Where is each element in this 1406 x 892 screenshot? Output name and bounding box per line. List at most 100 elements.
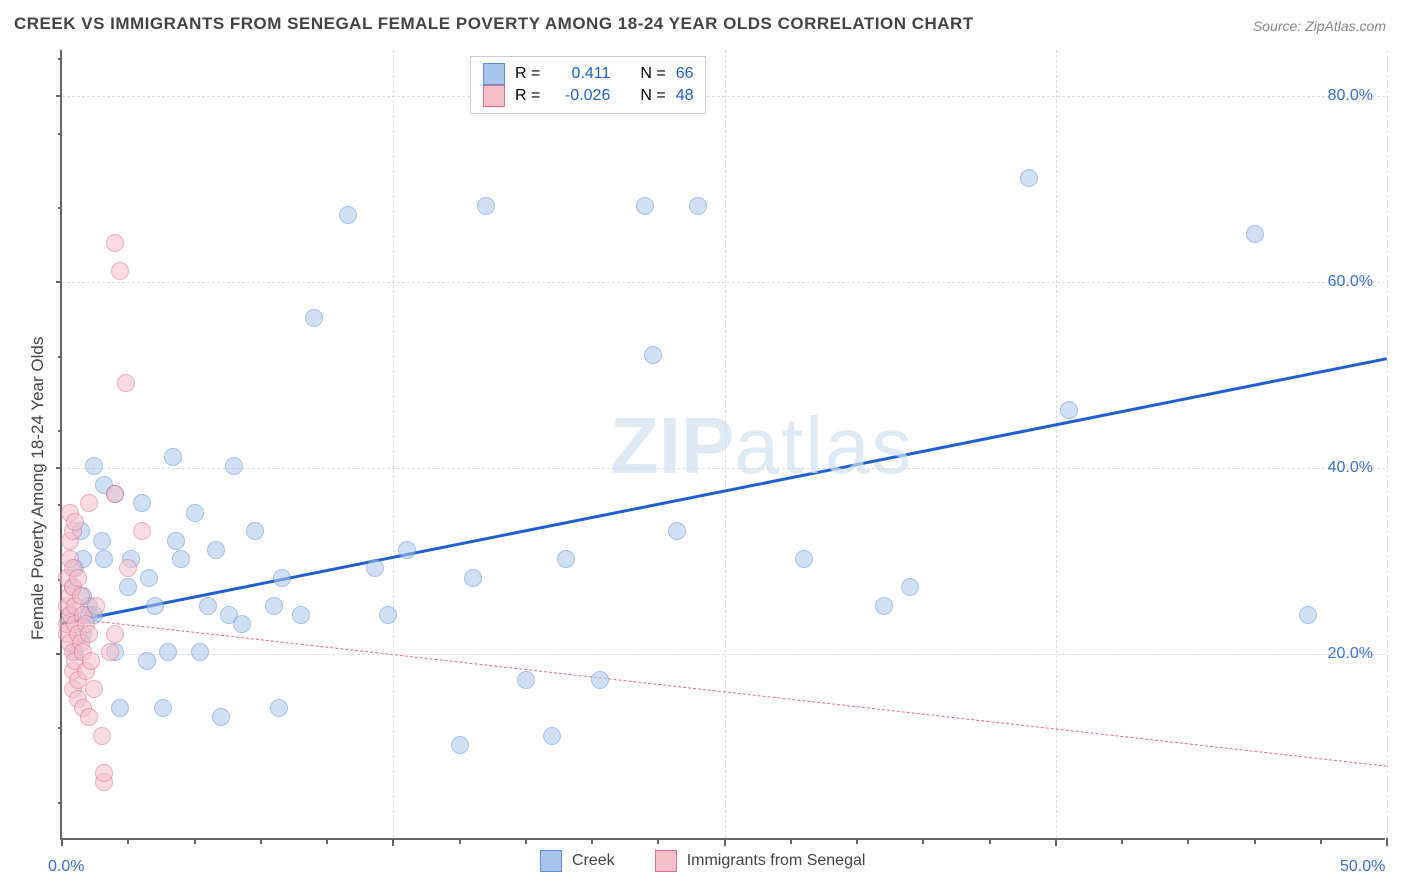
x-tick-mark-minor bbox=[1254, 838, 1256, 844]
scatter-point bbox=[212, 708, 230, 726]
scatter-point bbox=[233, 615, 251, 633]
scatter-point bbox=[305, 309, 323, 327]
stats-n-value-creek: 66 bbox=[676, 65, 694, 83]
gridline-h bbox=[62, 468, 1385, 469]
stats-r-value-creek: 0.411 bbox=[550, 65, 610, 83]
stats-r-value-senegal: -0.026 bbox=[550, 87, 610, 105]
x-tick-mark bbox=[1386, 838, 1388, 846]
scatter-point bbox=[795, 550, 813, 568]
bottom-legend-label-senegal: Immigrants from Senegal bbox=[687, 852, 866, 870]
legend-swatch-creek bbox=[483, 63, 505, 85]
scatter-point bbox=[93, 532, 111, 550]
scatter-point bbox=[106, 625, 124, 643]
bottom-legend-label-creek: Creek bbox=[572, 852, 615, 870]
x-tick-mark bbox=[724, 838, 726, 846]
scatter-point bbox=[875, 597, 893, 615]
scatter-point bbox=[543, 727, 561, 745]
scatter-point bbox=[225, 457, 243, 475]
scatter-point bbox=[199, 597, 217, 615]
scatter-point bbox=[95, 550, 113, 568]
scatter-point bbox=[464, 569, 482, 587]
bottom-swatch-senegal bbox=[655, 850, 677, 872]
scatter-point bbox=[689, 197, 707, 215]
x-tick-mark-minor bbox=[790, 838, 792, 844]
scatter-point bbox=[93, 727, 111, 745]
bottom-swatch-creek bbox=[540, 850, 562, 872]
gridline-v bbox=[725, 50, 726, 838]
y-tick-label: 80.0% bbox=[1328, 87, 1373, 105]
scatter-point bbox=[366, 559, 384, 577]
scatter-point bbox=[140, 569, 158, 587]
stats-legend-row: R = 0.411 N = 66 bbox=[483, 63, 693, 85]
y-tick-mark bbox=[56, 95, 62, 97]
x-tick-mark-minor bbox=[127, 838, 129, 844]
scatter-point bbox=[246, 522, 264, 540]
scatter-point bbox=[1020, 169, 1038, 187]
y-tick-label: 40.0% bbox=[1328, 459, 1373, 477]
x-axis-min-label: 0.0% bbox=[48, 858, 84, 876]
x-axis-max-label: 50.0% bbox=[1340, 858, 1385, 876]
stats-n-value-senegal: 48 bbox=[676, 87, 694, 105]
scatter-point bbox=[119, 559, 137, 577]
gridline-h bbox=[62, 654, 1385, 655]
x-tick-mark-minor bbox=[856, 838, 858, 844]
y-tick-mark bbox=[56, 281, 62, 283]
scatter-point bbox=[159, 643, 177, 661]
scatter-point bbox=[80, 494, 98, 512]
y-tick-mark-minor bbox=[58, 58, 62, 60]
y-axis-title: Female Poverty Among 18-24 Year Olds bbox=[28, 337, 48, 640]
scatter-point bbox=[164, 448, 182, 466]
stats-r-label: R = bbox=[515, 65, 540, 83]
scatter-point bbox=[477, 197, 495, 215]
scatter-point bbox=[133, 522, 151, 540]
y-tick-mark-minor bbox=[58, 802, 62, 804]
bottom-legend: Creek Immigrants from Senegal bbox=[540, 850, 865, 872]
x-tick-mark bbox=[1055, 838, 1057, 846]
scatter-point bbox=[80, 708, 98, 726]
scatter-point bbox=[1246, 225, 1264, 243]
scatter-point bbox=[1060, 401, 1078, 419]
x-tick-mark bbox=[392, 838, 394, 846]
scatter-point bbox=[292, 606, 310, 624]
scatter-point bbox=[85, 680, 103, 698]
gridline-h bbox=[62, 96, 1385, 97]
scatter-point bbox=[379, 606, 397, 624]
scatter-point bbox=[668, 522, 686, 540]
x-tick-mark bbox=[61, 838, 63, 846]
x-tick-mark-minor bbox=[922, 838, 924, 844]
x-tick-mark-minor bbox=[194, 838, 196, 844]
scatter-point bbox=[119, 578, 137, 596]
scatter-point bbox=[644, 346, 662, 364]
scatter-point bbox=[1299, 606, 1317, 624]
y-tick-mark bbox=[56, 653, 62, 655]
scatter-point bbox=[69, 569, 87, 587]
scatter-point bbox=[557, 550, 575, 568]
y-tick-mark-minor bbox=[58, 207, 62, 209]
y-tick-label: 20.0% bbox=[1328, 645, 1373, 663]
scatter-point bbox=[85, 457, 103, 475]
scatter-point bbox=[339, 206, 357, 224]
gridline-v bbox=[393, 50, 394, 838]
scatter-point bbox=[451, 736, 469, 754]
stats-legend-row: R = -0.026 N = 48 bbox=[483, 85, 693, 107]
gridline-h bbox=[62, 282, 1385, 283]
scatter-point bbox=[172, 550, 190, 568]
y-tick-mark-minor bbox=[58, 133, 62, 135]
scatter-point bbox=[270, 699, 288, 717]
chart-title: CREEK VS IMMIGRANTS FROM SENEGAL FEMALE … bbox=[14, 14, 974, 34]
scatter-point bbox=[901, 578, 919, 596]
scatter-point bbox=[133, 494, 151, 512]
x-tick-mark-minor bbox=[1187, 838, 1189, 844]
gridline-v bbox=[1387, 50, 1388, 838]
scatter-point bbox=[146, 597, 164, 615]
gridline-v bbox=[1056, 50, 1057, 838]
scatter-point bbox=[111, 699, 129, 717]
stats-r-label: R = bbox=[515, 87, 540, 105]
scatter-point bbox=[101, 643, 119, 661]
y-tick-mark-minor bbox=[58, 430, 62, 432]
scatter-point bbox=[80, 625, 98, 643]
x-tick-mark-minor bbox=[657, 838, 659, 844]
source-label: Source: ZipAtlas.com bbox=[1253, 18, 1386, 34]
x-tick-mark-minor bbox=[989, 838, 991, 844]
scatter-point bbox=[154, 699, 172, 717]
